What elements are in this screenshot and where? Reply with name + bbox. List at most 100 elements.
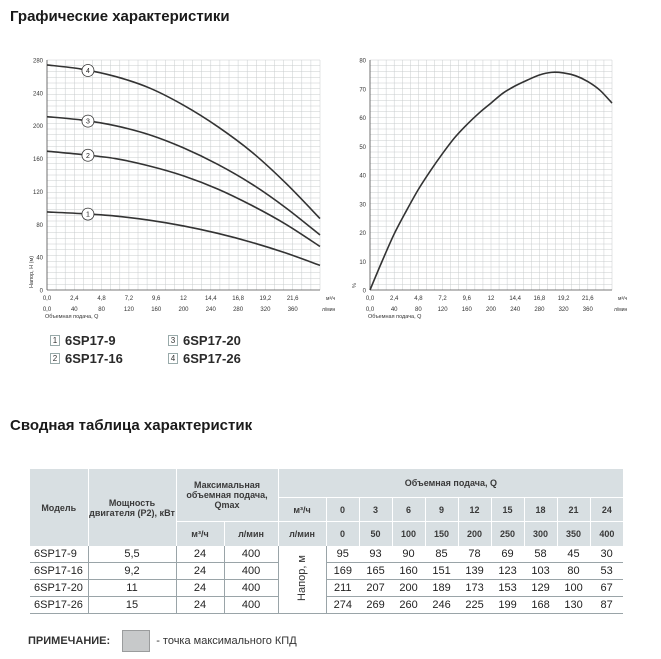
table-row: 6SP17-16 9,2 24 400 169 165 160 151 139 … <box>30 562 624 580</box>
header-q-lmin: 0 <box>325 521 360 546</box>
header-q-m3h: 21 <box>556 497 591 522</box>
header-flow: Объемная подача, Q <box>277 469 624 498</box>
cell-model: 6SP17-9 <box>30 546 88 563</box>
note: ПРИМЕЧАНИЕ: - точка максимального КПД <box>28 630 297 652</box>
header-unit-lmin: л/мин <box>277 521 327 546</box>
header-q-lmin: 200 <box>457 521 492 546</box>
x-tick-label: 7,2 <box>125 296 134 302</box>
y-tick-label: 20 <box>359 231 366 237</box>
cell-head: 260 <box>392 596 426 614</box>
cell-head: 165 <box>359 562 393 580</box>
y-axis-title: Напор, Н (м) <box>29 256 35 288</box>
header-qmax-m3h: м³/ч <box>175 521 224 546</box>
y-tick-label: 0 <box>363 289 367 295</box>
cell-head: 100 <box>557 579 591 597</box>
x-tick-label: 14,4 <box>509 296 521 302</box>
header-q-lmin: 400 <box>589 521 624 546</box>
cell-power: 15 <box>87 596 176 614</box>
cell-head: 211 <box>325 579 360 597</box>
efficiency-chart: 0 10 20 30 40 50 60 70 80 0,0 2,4 4,8 7,2 9,6 12 14,4 16… <box>352 59 628 321</box>
header-q-lmin: 150 <box>424 521 459 546</box>
x-tick-label: 21,6 <box>287 296 299 302</box>
cell-head: 90 <box>392 546 426 563</box>
cell-head: 269 <box>359 596 393 614</box>
x-unit-label: л/мин <box>614 307 628 313</box>
x-axis-title: Объемная подача, Q <box>368 314 422 320</box>
x-tick-label: 240 <box>206 307 217 313</box>
y-tick-label: 50 <box>359 145 366 151</box>
cell-head: 199 <box>491 596 525 614</box>
x-unit-label: м³/ч <box>618 296 627 302</box>
x-tick-label: 360 <box>288 307 299 313</box>
cell-qmax-lmin: 400 <box>223 579 279 597</box>
note-label: ПРИМЕЧАНИЕ: <box>28 635 111 647</box>
legend-item: 4 6SP17-26 <box>168 351 241 366</box>
cell-head: 85 <box>425 546 459 563</box>
x-tick-label: 2,4 <box>390 296 399 302</box>
cell-head: 207 <box>359 579 393 597</box>
cell-power: 9,2 <box>87 562 176 580</box>
header-q-m3h: 18 <box>523 497 558 522</box>
cell-head: 67 <box>590 579 624 597</box>
y-axis-title: % <box>352 283 358 288</box>
y-tick-label: 70 <box>359 87 366 93</box>
x-tick-label: 120 <box>124 307 135 313</box>
header-q-m3h: 0 <box>325 497 360 522</box>
x-axis-title: Объемная подача, Q <box>45 314 99 320</box>
legend-label: 6SP17-26 <box>183 351 241 366</box>
cell-qmax-m3h: 24 <box>175 562 224 580</box>
cell-head: 189 <box>425 579 459 597</box>
series-marker-label: 2 <box>86 153 90 160</box>
y-tick-label: 160 <box>33 157 44 163</box>
x-tick-label: 2,4 <box>70 296 79 302</box>
x-unit-label: м³/ч <box>326 296 335 302</box>
cell-head: 173 <box>458 579 492 597</box>
y-tick-label: 60 <box>359 116 366 122</box>
header-q-m3h: 15 <box>490 497 525 522</box>
legend-item: 3 6SP17-20 <box>168 333 241 348</box>
header-q-m3h: 24 <box>589 497 624 522</box>
x-tick-label: 320 <box>559 307 570 313</box>
cell-head: 58 <box>524 546 558 563</box>
x-tick-label: 160 <box>151 307 162 313</box>
table-title: Сводная таблица характеристик <box>10 417 253 434</box>
head-label: Напор, м <box>296 555 309 601</box>
legend-number: 4 <box>168 353 178 364</box>
x-tick-label: 360 <box>583 307 594 313</box>
x-tick-label: 0,0 <box>43 307 52 313</box>
cell-head: 78 <box>458 546 492 563</box>
series-marker <box>81 148 95 162</box>
header-q-lmin: 250 <box>490 521 525 546</box>
header-q-m3h: 6 <box>391 497 426 522</box>
x-tick-label: 9,6 <box>463 296 472 302</box>
spec-table: Модель Мощность двигателя (Р2), кВт Макс… <box>30 469 624 614</box>
x-tick-label: 14,4 <box>205 296 217 302</box>
header-q-lmin: 100 <box>391 521 426 546</box>
legend-label: 6SP17-9 <box>65 333 116 348</box>
x-tick-label: 40 <box>391 307 398 313</box>
x-tick-label: 12 <box>180 296 187 302</box>
x-tick-label: 320 <box>260 307 271 313</box>
cell-power: 11 <box>87 579 176 597</box>
series-marker <box>81 207 95 221</box>
cell-power: 5,5 <box>87 546 176 563</box>
header-q-m3h: 12 <box>457 497 492 522</box>
series-marker-label: 4 <box>86 68 90 75</box>
x-tick-label: 12 <box>488 296 495 302</box>
series-marker-label: 3 <box>86 119 90 126</box>
cell-qmax-m3h: 24 <box>175 579 224 597</box>
x-tick-label: 280 <box>534 307 545 313</box>
x-tick-label: 19,2 <box>260 296 272 302</box>
cell-head: 200 <box>392 579 426 597</box>
cell-head: 151 <box>425 562 459 580</box>
x-unit-label: л/мин <box>322 307 336 313</box>
cell-head: 160 <box>392 562 426 580</box>
cell-model: 6SP17-26 <box>30 596 88 614</box>
cell-head: 169 <box>325 562 360 580</box>
cell-head: 225 <box>458 596 492 614</box>
x-tick-label: 19,2 <box>558 296 570 302</box>
cell-head: 123 <box>491 562 525 580</box>
series-marker-label: 1 <box>86 212 90 219</box>
charts-title: Графические характеристики <box>10 8 230 25</box>
